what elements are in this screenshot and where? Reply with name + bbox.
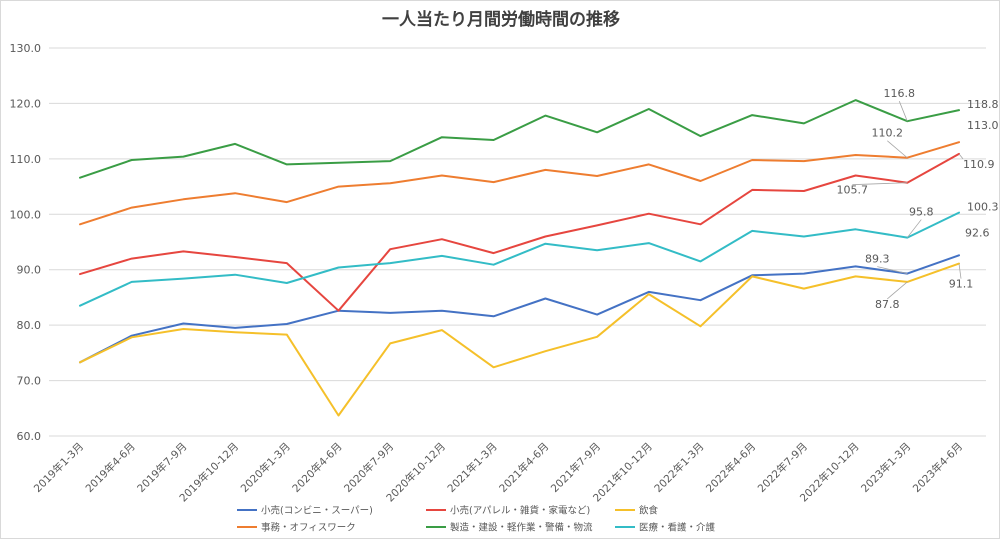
chart-title: 一人当たり月間労働時間の推移 xyxy=(382,9,620,30)
x-tick-label: 2023年4-6月 xyxy=(910,440,965,495)
series-line xyxy=(79,99,960,179)
x-tick-label: 2022年1-3月 xyxy=(652,440,707,495)
x-tick-label: 2020年4-6月 xyxy=(290,440,345,495)
y-tick-label: 80.0 xyxy=(17,319,42,332)
y-tick-label: 110.0 xyxy=(10,153,42,166)
y-tick-label: 100.0 xyxy=(10,208,42,221)
legend-label: 飲食 xyxy=(639,505,659,517)
x-tick-label: 2020年1-3月 xyxy=(238,440,293,495)
legend-label: 小売(コンビニ・スーパー) xyxy=(261,505,373,517)
x-tick-label: 2022年4-6月 xyxy=(703,440,758,495)
x-tick-label: 2021年7-9月 xyxy=(548,440,603,495)
data-label-leader xyxy=(887,281,908,300)
x-tick-label: 2021年1-3月 xyxy=(445,440,500,495)
x-tick-label: 2019年4-6月 xyxy=(83,440,138,495)
data-label: 91.1 xyxy=(949,278,974,291)
data-label: 92.6 xyxy=(965,226,990,239)
data-label: 105.7 xyxy=(837,184,869,197)
x-tick-label: 2023年1-3月 xyxy=(858,440,913,495)
x-tick-label: 2021年4-6月 xyxy=(496,440,551,495)
data-label: 110.2 xyxy=(872,127,904,140)
x-tick-label: 2019年7-9月 xyxy=(134,440,189,495)
legend-label: 小売(アパレル・雑貨・家電など) xyxy=(450,505,590,517)
data-label: 87.8 xyxy=(875,298,900,311)
y-tick-label: 90.0 xyxy=(17,264,42,277)
series-line xyxy=(79,211,960,307)
series-line xyxy=(79,141,960,226)
data-label: 116.8 xyxy=(884,87,916,100)
data-label-leader xyxy=(898,101,908,122)
data-label-leader xyxy=(887,140,908,159)
data-label-leader xyxy=(906,219,922,238)
series-line xyxy=(79,254,960,364)
series-line xyxy=(79,152,960,312)
series-line xyxy=(79,262,960,417)
data-label: 110.9 xyxy=(963,158,995,171)
data-label: 113.0 xyxy=(967,119,999,132)
y-tick-label: 130.0 xyxy=(10,42,42,55)
data-label: 89.3 xyxy=(865,253,890,266)
x-tick-label: 2020年7-9月 xyxy=(341,440,396,495)
data-label: 100.3 xyxy=(967,201,999,214)
data-label-leader xyxy=(958,263,962,279)
x-tick-label: 2022年7-9月 xyxy=(755,440,810,495)
data-label-leader xyxy=(852,182,908,186)
data-label-leader xyxy=(877,266,908,274)
y-tick-label: 60.0 xyxy=(17,430,42,443)
y-tick-label: 70.0 xyxy=(17,375,42,388)
legend-label: 製造・建設・軽作業・警備・物流 xyxy=(450,522,593,534)
legend-label: 事務・オフィスワーク xyxy=(261,522,356,534)
legend-label: 医療・看護・介護 xyxy=(639,522,716,534)
data-label-leader xyxy=(958,153,964,160)
data-label: 95.8 xyxy=(909,206,934,219)
x-tick-label: 2019年1-3月 xyxy=(31,440,86,495)
y-tick-label: 120.0 xyxy=(10,97,42,110)
data-label: 118.8 xyxy=(967,98,999,111)
